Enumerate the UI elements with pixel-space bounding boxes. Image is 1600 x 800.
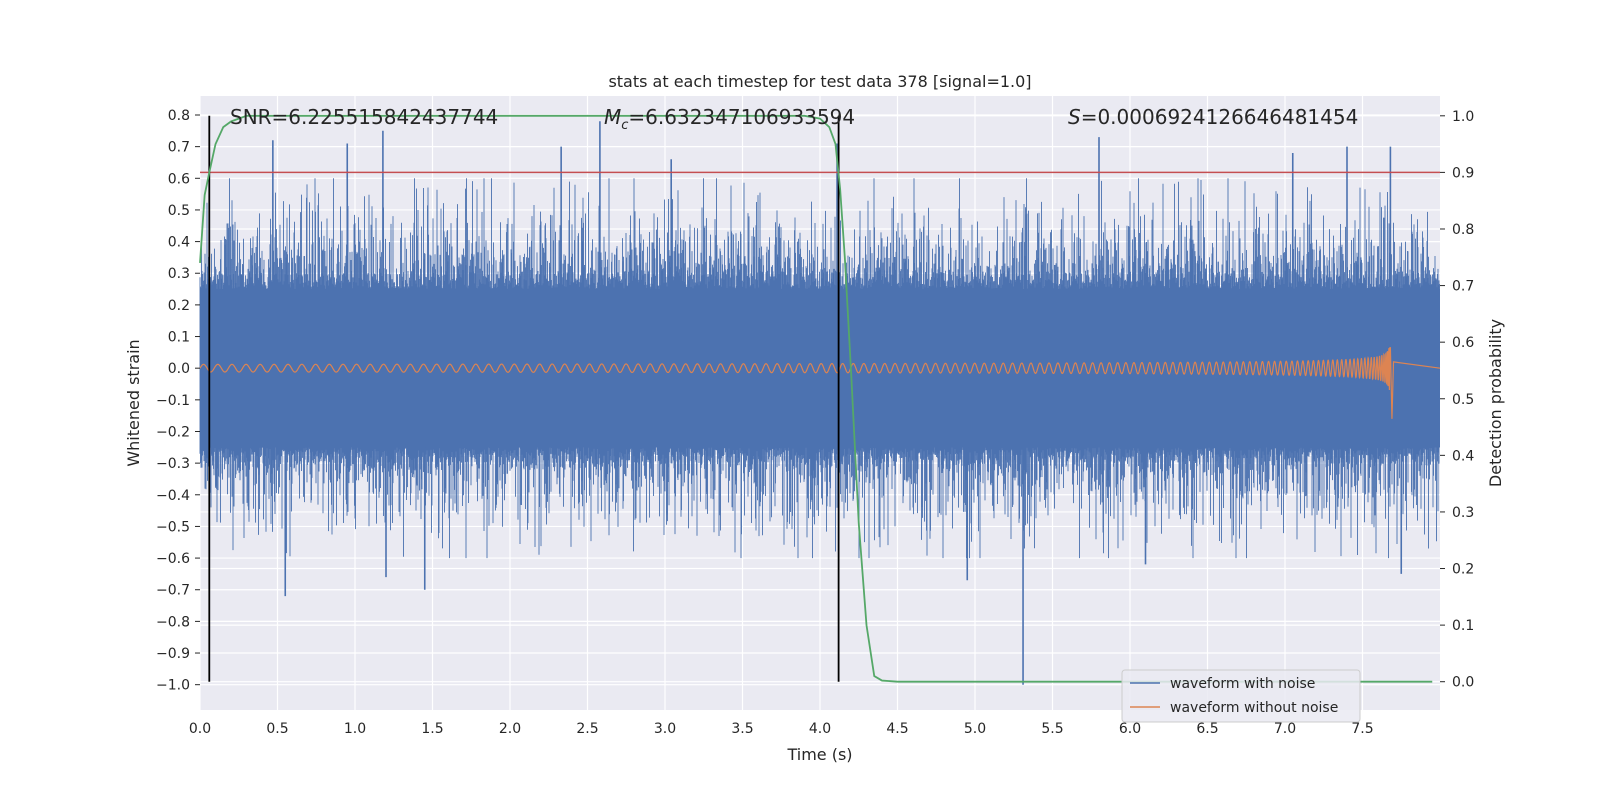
legend-label-clean: waveform without noise [1170, 700, 1338, 716]
x-tick-label: 6.0 [1119, 721, 1141, 737]
y-tick-label: −0.9 [156, 646, 190, 662]
mc-subscript: c [621, 118, 628, 133]
y-tick-label: 0.8 [168, 108, 190, 124]
y2-tick-label: 0.8 [1452, 222, 1474, 238]
y2-axis-label: Detection probability [1486, 319, 1505, 487]
y2-tick-label: 0.9 [1452, 165, 1474, 181]
s-value: =0.0006924126646481454 [1081, 105, 1359, 129]
y-tick-label: −0.4 [156, 488, 190, 504]
legend-label-noise: waveform with noise [1170, 676, 1315, 692]
x-tick-label: 1.5 [421, 721, 443, 737]
x-tick-label: 7.0 [1274, 721, 1296, 737]
tick-labels: 0.0 0.5 1.0 1.5 2.0 2.5 3.0 3.5 4.0 4.5 5.0 5.5 6.0 6… [156, 108, 1474, 737]
y2-tick-label: 0.4 [1452, 448, 1474, 464]
y-tick-label: 0.3 [168, 266, 190, 282]
x-tick-label: 6.5 [1196, 721, 1218, 737]
y2-tick-label: 0.7 [1452, 279, 1474, 295]
y-tick-label: 0.2 [168, 298, 190, 314]
x-axis-label: Time (s) [786, 745, 852, 764]
snr-annotation: SNR=6.225515842437744 [230, 105, 498, 129]
y2-tick-label: 0.0 [1452, 675, 1474, 691]
x-tick-label: 4.5 [886, 721, 908, 737]
s-annotation: S=0.0006924126646481454 [1068, 105, 1358, 129]
y2-tick-label: 0.1 [1452, 618, 1474, 634]
y-tick-label: −0.8 [156, 614, 190, 630]
y-tick-label: 0.4 [168, 235, 190, 251]
x-tick-label: 1.0 [344, 721, 366, 737]
probability-line [199, 114, 1433, 683]
x-tick-label: 2.5 [576, 721, 598, 737]
y-tick-label: 0.0 [168, 361, 190, 377]
y-tick-label: −0.5 [156, 519, 190, 535]
x-tick-label: 5.5 [1041, 721, 1063, 737]
x-tick-label: 3.5 [731, 721, 753, 737]
y2-tick-label: 1.0 [1452, 109, 1474, 125]
y-tick-label: −0.3 [156, 456, 190, 472]
series-waveform-without-noise [199, 347, 1441, 419]
mc-symbol: M [604, 105, 621, 129]
x-tick-label: 3.0 [654, 721, 676, 737]
y2-tick-label: 0.3 [1452, 505, 1474, 521]
x-tick-label: 5.0 [964, 721, 986, 737]
y2-tick-label: 0.2 [1452, 562, 1474, 578]
y-tick-label: −1.0 [156, 678, 190, 694]
y-tick-label: −0.1 [156, 393, 190, 409]
y-tick-label: 0.1 [168, 330, 190, 346]
y-axis-label: Whitened strain [124, 339, 143, 466]
x-tick-label: 0.5 [266, 721, 288, 737]
y-tick-label: −0.2 [156, 424, 190, 440]
chart-title: stats at each timestep for test data 378… [608, 72, 1031, 91]
noise-spikes [272, 121, 1403, 685]
y-tick-label: −0.6 [156, 551, 190, 567]
y-tick-label: 0.5 [168, 203, 190, 219]
legend: waveform with noise waveform without noi… [1121, 669, 1361, 723]
y2-tick-label: 0.5 [1452, 392, 1474, 408]
x-tick-label: 7.5 [1351, 721, 1373, 737]
y2-tick-label: 0.6 [1452, 335, 1474, 351]
s-symbol: S [1068, 105, 1081, 129]
chirp-trace [199, 347, 1441, 419]
y-tick-label: −0.7 [156, 583, 190, 599]
x-tick-label: 2.0 [499, 721, 521, 737]
x-tick-label: 4.0 [809, 721, 831, 737]
overlay-lines [199, 114, 1440, 683]
y-tick-label: 0.6 [168, 171, 190, 187]
mc-value: =6.632347106933594 [628, 105, 855, 129]
x-tick-label: 0.0 [189, 721, 211, 737]
legend-box [1121, 669, 1361, 723]
y-tick-label: 0.7 [168, 140, 190, 156]
mc-annotation: Mc=6.632347106933594 [604, 105, 855, 133]
